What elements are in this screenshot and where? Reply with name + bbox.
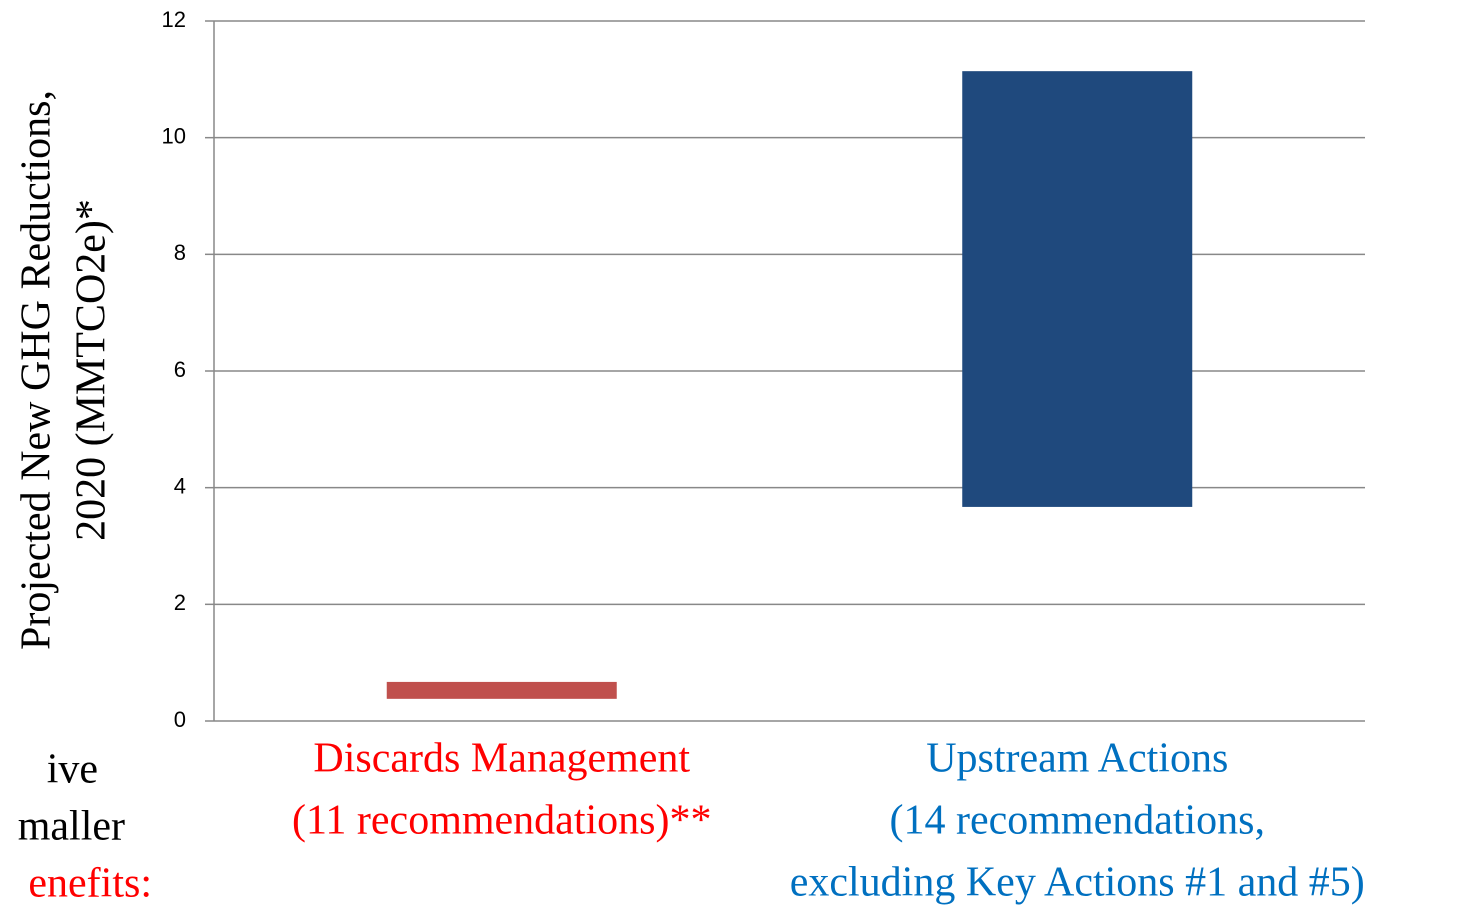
- x-tick-label: Discards Management: [313, 736, 690, 782]
- bar: [386, 681, 617, 699]
- x-tick-label: excluding Key Actions #1 and #5): [790, 860, 1365, 906]
- y-tick-label: 0: [174, 707, 186, 732]
- x-tick-label: (11 recommendations)**: [292, 798, 712, 844]
- y-label-line: 2020 (MMTCO2e)*: [69, 199, 115, 541]
- side-text: ive: [47, 747, 98, 793]
- side-text: maller: [18, 804, 125, 850]
- x-tick-label: Upstream Actions: [926, 736, 1228, 782]
- y-tick-label: 10: [162, 123, 186, 148]
- side-text: enefits:: [28, 861, 152, 907]
- y-tick-label: 6: [174, 357, 186, 382]
- y-tick-label: 4: [174, 473, 186, 498]
- x-tick-label: (14 recommendations,: [889, 798, 1265, 844]
- y-tick-label: 12: [162, 7, 186, 32]
- y-tick-label: 8: [174, 240, 186, 265]
- y-axis-label: Projected New GHG Reductions, 2020 (MMTC…: [14, 90, 115, 650]
- y-label-line: Projected New GHG Reductions,: [14, 90, 60, 650]
- bar: [962, 71, 1193, 507]
- y-tick-label: 2: [174, 590, 186, 615]
